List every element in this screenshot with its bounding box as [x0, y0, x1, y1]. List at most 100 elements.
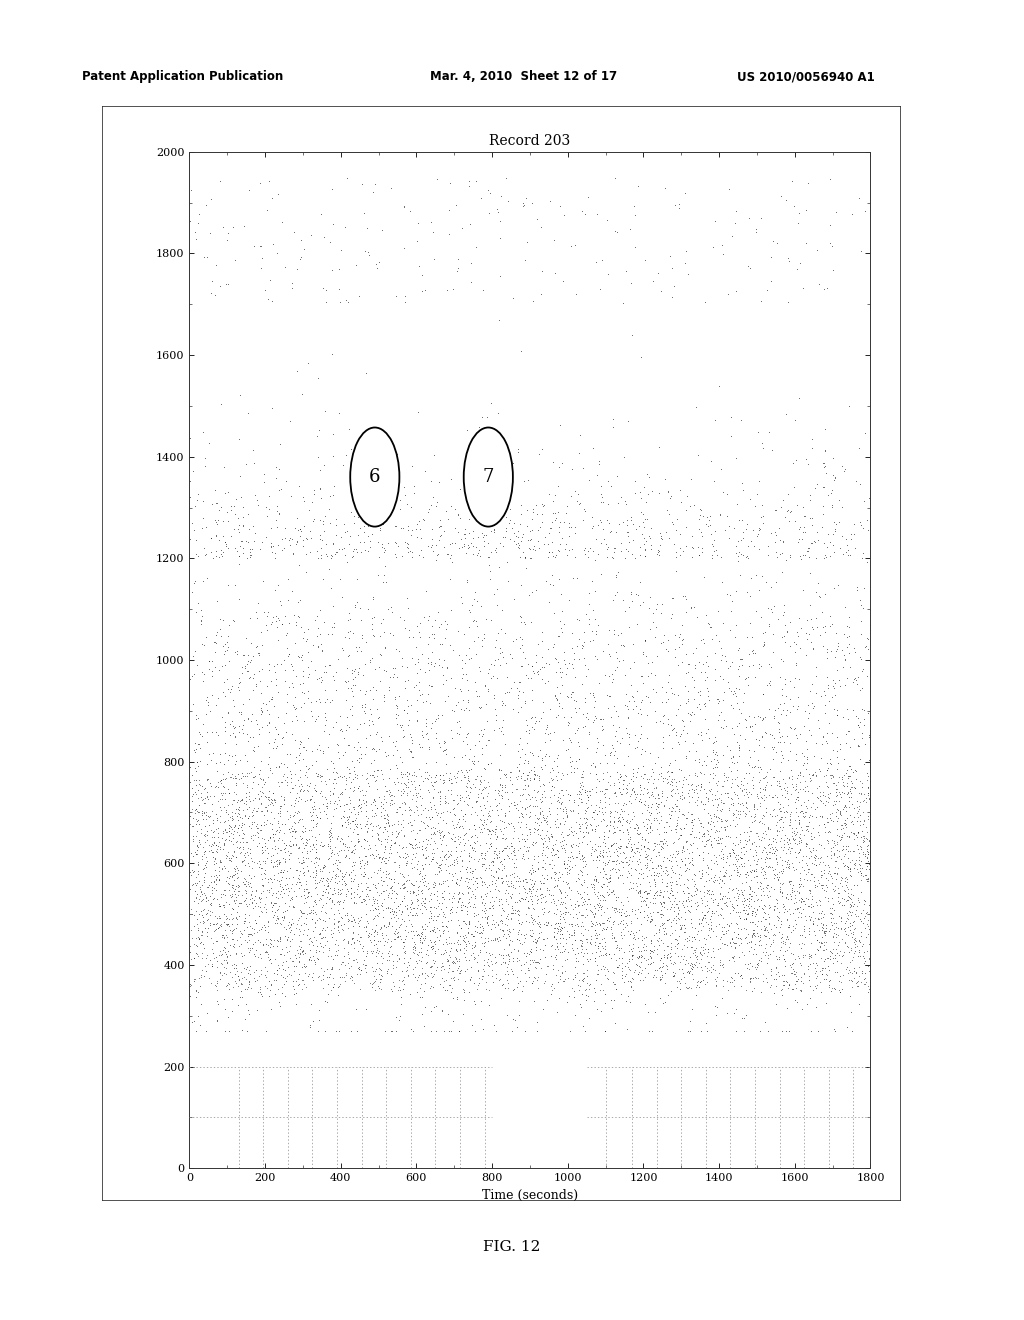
- Point: [259, 715, 275, 737]
- Point: [443, 888, 460, 909]
- Point: [706, 529, 722, 550]
- Point: [189, 837, 206, 858]
- Point: [633, 834, 649, 855]
- Point: [792, 948, 808, 969]
- Point: [330, 920, 346, 941]
- Point: [464, 923, 480, 944]
- Point: [556, 909, 572, 931]
- Point: [550, 789, 566, 810]
- Point: [580, 702, 596, 723]
- Point: [379, 804, 395, 825]
- Point: [184, 816, 201, 837]
- Point: [246, 851, 262, 873]
- Point: [216, 927, 232, 948]
- Point: [453, 826, 469, 847]
- Point: [335, 898, 351, 919]
- Point: [612, 767, 629, 788]
- Point: [506, 979, 522, 1001]
- Point: [716, 792, 732, 813]
- Point: [525, 991, 542, 1012]
- Point: [285, 581, 301, 602]
- Point: [346, 887, 362, 908]
- Point: [787, 779, 804, 800]
- Point: [777, 932, 794, 953]
- Point: [204, 876, 220, 898]
- Point: [288, 665, 304, 686]
- Point: [475, 718, 492, 739]
- Point: [809, 796, 825, 817]
- Point: [839, 958, 855, 979]
- Point: [490, 858, 507, 879]
- Point: [207, 847, 223, 869]
- Point: [692, 504, 709, 525]
- Point: [667, 793, 683, 814]
- Point: [804, 673, 820, 694]
- Point: [767, 865, 783, 886]
- Point: [722, 869, 738, 890]
- Point: [436, 888, 453, 909]
- Point: [741, 912, 758, 933]
- Point: [291, 878, 307, 899]
- Point: [262, 826, 279, 847]
- Point: [807, 924, 823, 945]
- Point: [557, 653, 573, 675]
- Point: [360, 923, 377, 944]
- Point: [833, 867, 849, 888]
- Point: [314, 836, 331, 857]
- Point: [435, 825, 452, 846]
- Point: [652, 969, 669, 990]
- Point: [724, 652, 740, 673]
- Point: [243, 847, 259, 869]
- Point: [462, 834, 478, 855]
- Point: [797, 781, 813, 803]
- Point: [579, 942, 595, 964]
- Point: [318, 758, 335, 779]
- Point: [774, 850, 791, 871]
- Point: [475, 809, 492, 830]
- Point: [444, 639, 461, 660]
- Point: [509, 921, 525, 942]
- Point: [214, 545, 230, 566]
- Point: [393, 781, 410, 803]
- Point: [629, 921, 645, 942]
- Point: [730, 928, 746, 949]
- Point: [669, 873, 685, 894]
- Point: [836, 783, 852, 804]
- Point: [738, 979, 755, 1001]
- Point: [763, 599, 779, 620]
- Point: [779, 927, 796, 948]
- Point: [541, 830, 557, 851]
- Point: [837, 867, 853, 888]
- Point: [422, 929, 438, 950]
- Point: [537, 886, 553, 907]
- Point: [345, 972, 361, 993]
- Point: [848, 849, 864, 870]
- Point: [239, 548, 255, 569]
- Point: [812, 587, 828, 609]
- Point: [791, 388, 807, 409]
- Point: [181, 986, 198, 1007]
- Point: [389, 927, 406, 948]
- Point: [432, 510, 449, 531]
- Point: [630, 702, 646, 723]
- Point: [196, 937, 212, 958]
- Point: [581, 974, 597, 995]
- Point: [330, 842, 346, 863]
- Point: [326, 777, 342, 799]
- Point: [372, 969, 388, 990]
- Point: [516, 836, 532, 857]
- Point: [213, 788, 229, 809]
- Point: [724, 751, 740, 772]
- Point: [399, 894, 416, 915]
- Point: [592, 836, 608, 857]
- Point: [197, 816, 213, 837]
- Point: [372, 859, 388, 880]
- Point: [583, 763, 599, 784]
- Point: [546, 917, 562, 939]
- Point: [292, 942, 308, 964]
- Point: [509, 779, 525, 800]
- Point: [846, 942, 862, 964]
- Point: [411, 622, 427, 643]
- Point: [579, 965, 595, 986]
- Point: [425, 795, 441, 816]
